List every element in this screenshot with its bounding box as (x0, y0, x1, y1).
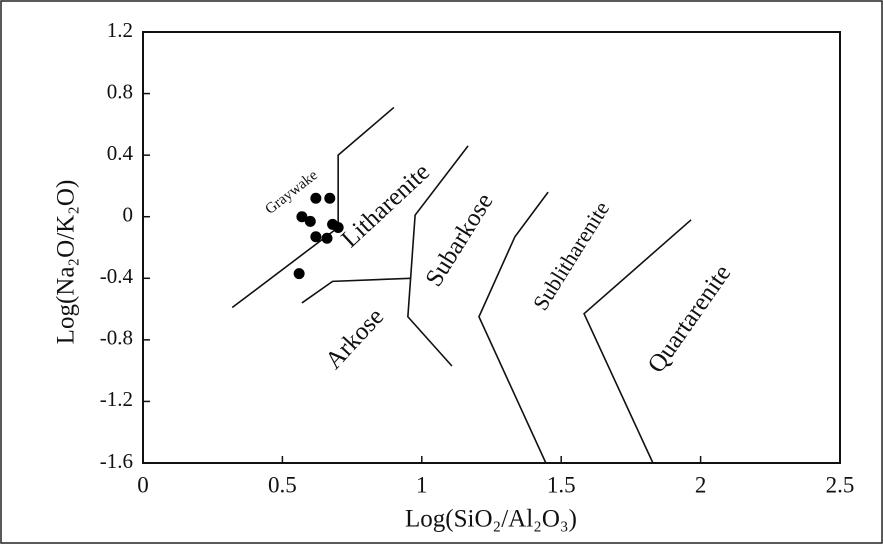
x-tick-label: 0.5 (268, 472, 297, 497)
data-point (332, 221, 344, 233)
y-tick-label: 1.2 (107, 18, 133, 42)
field-boundary (478, 191, 549, 464)
plot-frame (142, 31, 841, 464)
field-label: Quartarenite (643, 260, 737, 378)
field-label: Arkose (320, 303, 389, 374)
field-boundary (231, 106, 395, 309)
x-tick-label: 2 (695, 472, 707, 497)
y-tick-label: -0.4 (100, 264, 134, 288)
data-point (321, 232, 333, 244)
field-boundary (301, 277, 411, 304)
y-tick-label: 0.4 (107, 141, 134, 165)
data-point (304, 215, 316, 227)
x-axis-label: Log(SiO₂/Al₂O₃) (405, 506, 577, 533)
data-point (296, 211, 308, 223)
y-tick-label: 0 (123, 203, 134, 227)
y-tick-label: 0.8 (107, 79, 133, 103)
y-tick-label: -1.6 (100, 449, 133, 473)
x-tick-label: 1.5 (547, 472, 576, 497)
data-point (310, 231, 322, 243)
data-point (324, 192, 336, 204)
y-tick-label: -1.2 (100, 387, 133, 411)
data-point (293, 268, 305, 280)
data-point (310, 192, 322, 204)
y-tick-label: -0.8 (100, 326, 133, 350)
x-tick-label: 2.5 (826, 472, 855, 497)
field-label: Subarkose (420, 189, 498, 292)
field-boundary (583, 219, 692, 464)
y-axis-label: Log(Na₂O/K₂O) (53, 180, 80, 345)
field-label: Sublitharenite (528, 197, 615, 315)
field-boundary (407, 145, 469, 367)
field-label: Graywake (262, 167, 321, 218)
x-tick-label: 1 (416, 472, 428, 497)
field-label: Litharenite (336, 158, 435, 253)
x-tick-label: 0 (137, 472, 149, 497)
